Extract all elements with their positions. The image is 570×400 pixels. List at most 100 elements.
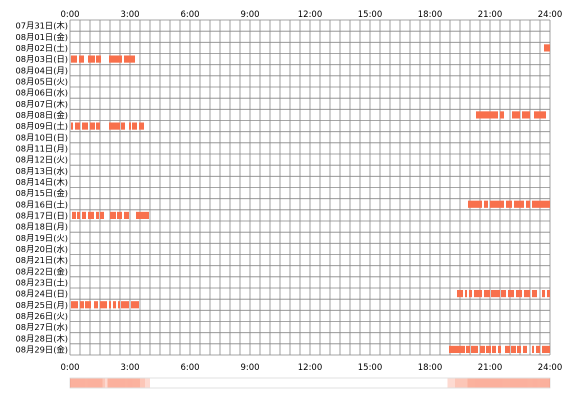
summary-cell: [455, 378, 458, 388]
summary-cell: [540, 378, 543, 388]
summary-cell: [497, 378, 500, 388]
x-tick-label-bottom: 18:00: [418, 363, 443, 373]
activity-bar: [79, 55, 84, 63]
summary-cell: [97, 378, 100, 388]
summary-cell: [112, 378, 115, 388]
summary-cell: [525, 378, 528, 388]
y-tick-label: 08月22日(金): [16, 266, 68, 276]
activity-bar: [501, 290, 506, 298]
y-tick-label: 08月04日(月): [16, 65, 68, 75]
summary-cell: [82, 378, 85, 388]
activity-bar: [71, 122, 73, 130]
activity-bar: [511, 345, 516, 353]
activity-bar: [88, 55, 95, 63]
activity-bar: [514, 200, 524, 208]
summary-cell: [462, 378, 465, 388]
activity-bar: [484, 200, 488, 208]
y-tick-label: 08月28日(木): [16, 333, 68, 343]
activity-bar: [124, 211, 129, 219]
activity-bar: [121, 122, 125, 130]
summary-cell: [147, 378, 150, 388]
activity-bar: [124, 55, 135, 63]
x-axis-ticks: 0:00 0:00 3:00 3:00 6:00 6:00 9:00 9:00 12:00 12:…: [60, 10, 562, 373]
activity-bar: [508, 290, 514, 298]
summary-cell: [510, 378, 513, 388]
x-tick-label-bottom: 0:00: [60, 363, 79, 373]
summary-cell: [70, 378, 73, 388]
summary-cell: [535, 378, 538, 388]
activity-bar: [492, 345, 496, 353]
activity-bar: [484, 290, 490, 298]
summary-cell: [130, 378, 133, 388]
y-tick-label: 08月13日(水): [16, 166, 68, 176]
summary-cell: [537, 378, 540, 388]
x-tick-label-bottom: 24:00: [538, 363, 563, 373]
activity-bar: [471, 345, 478, 353]
summary-cell: [527, 378, 530, 388]
y-tick-label: 08月25日(月): [16, 300, 68, 310]
summary-cell: [135, 378, 138, 388]
y-tick-label: 08月11日(月): [16, 143, 68, 153]
y-tick-label: 08月24日(日): [16, 289, 68, 299]
activity-bar: [532, 290, 537, 298]
activity-bar: [109, 122, 120, 130]
grid: [69, 19, 551, 356]
y-tick-label: 08月19日(火): [16, 233, 68, 243]
activity-bar: [480, 345, 485, 353]
activity-bar: [96, 55, 101, 63]
activity-bar: [129, 122, 131, 130]
summary-cell: [137, 378, 140, 388]
summary-cell: [480, 378, 483, 388]
activity-bar: [468, 200, 482, 208]
activity-bar: [96, 122, 100, 130]
summary-cell: [507, 378, 510, 388]
summary-cell: [452, 378, 455, 388]
activity-bar: [526, 200, 530, 208]
x-tick-label-top: 9:00: [240, 10, 259, 20]
x-tick-label-top: 0:00: [60, 10, 79, 20]
summary-cell: [102, 378, 105, 388]
activity-bar: [90, 122, 95, 130]
y-tick-label: 07月31日(木): [16, 21, 68, 31]
y-tick-label: 08月20日(水): [16, 244, 68, 254]
activity-bar: [77, 211, 80, 219]
summary-cell: [447, 378, 450, 388]
activity-bar: [132, 122, 137, 130]
activity-bar: [109, 301, 111, 309]
y-tick-label: 08月14日(木): [16, 177, 68, 187]
y-tick-label: 08月21日(木): [16, 255, 68, 265]
x-tick-label-bottom: 12:00: [298, 363, 323, 373]
x-tick-label-top: 3:00: [120, 10, 139, 20]
y-tick-label: 08月06日(水): [16, 88, 68, 98]
activity-bar: [100, 301, 107, 309]
x-tick-label-bottom: 3:00: [120, 363, 139, 373]
summary-cell: [127, 378, 130, 388]
activity-bar: [466, 345, 470, 353]
summary-cell: [72, 378, 75, 388]
activity-bar: [505, 345, 510, 353]
activity-bar: [474, 290, 482, 298]
summary-cell: [475, 378, 478, 388]
summary-cell: [502, 378, 505, 388]
summary-cell: [487, 378, 490, 388]
activity-bar: [490, 200, 504, 208]
summary-cell: [120, 378, 123, 388]
summary-cell: [520, 378, 523, 388]
activity-bar: [532, 200, 550, 208]
summary-cell: [95, 378, 98, 388]
summary-cell: [522, 378, 525, 388]
summary-cell: [470, 378, 473, 388]
activity-bar: [100, 211, 104, 219]
y-tick-label: 08月03日(日): [16, 54, 68, 64]
summary-cell: [490, 378, 493, 388]
summary-cell: [485, 378, 488, 388]
x-tick-label-top: 12:00: [298, 10, 323, 20]
y-tick-label: 08月08日(金): [16, 110, 68, 120]
activity-bar: [517, 345, 521, 353]
activity-bar: [534, 111, 546, 119]
summary-strip: [69, 377, 551, 389]
x-tick-label-top: 6:00: [180, 10, 199, 20]
summary-cell: [542, 378, 545, 388]
activity-bar: [524, 290, 530, 298]
y-tick-label: 08月23日(土): [16, 277, 68, 287]
